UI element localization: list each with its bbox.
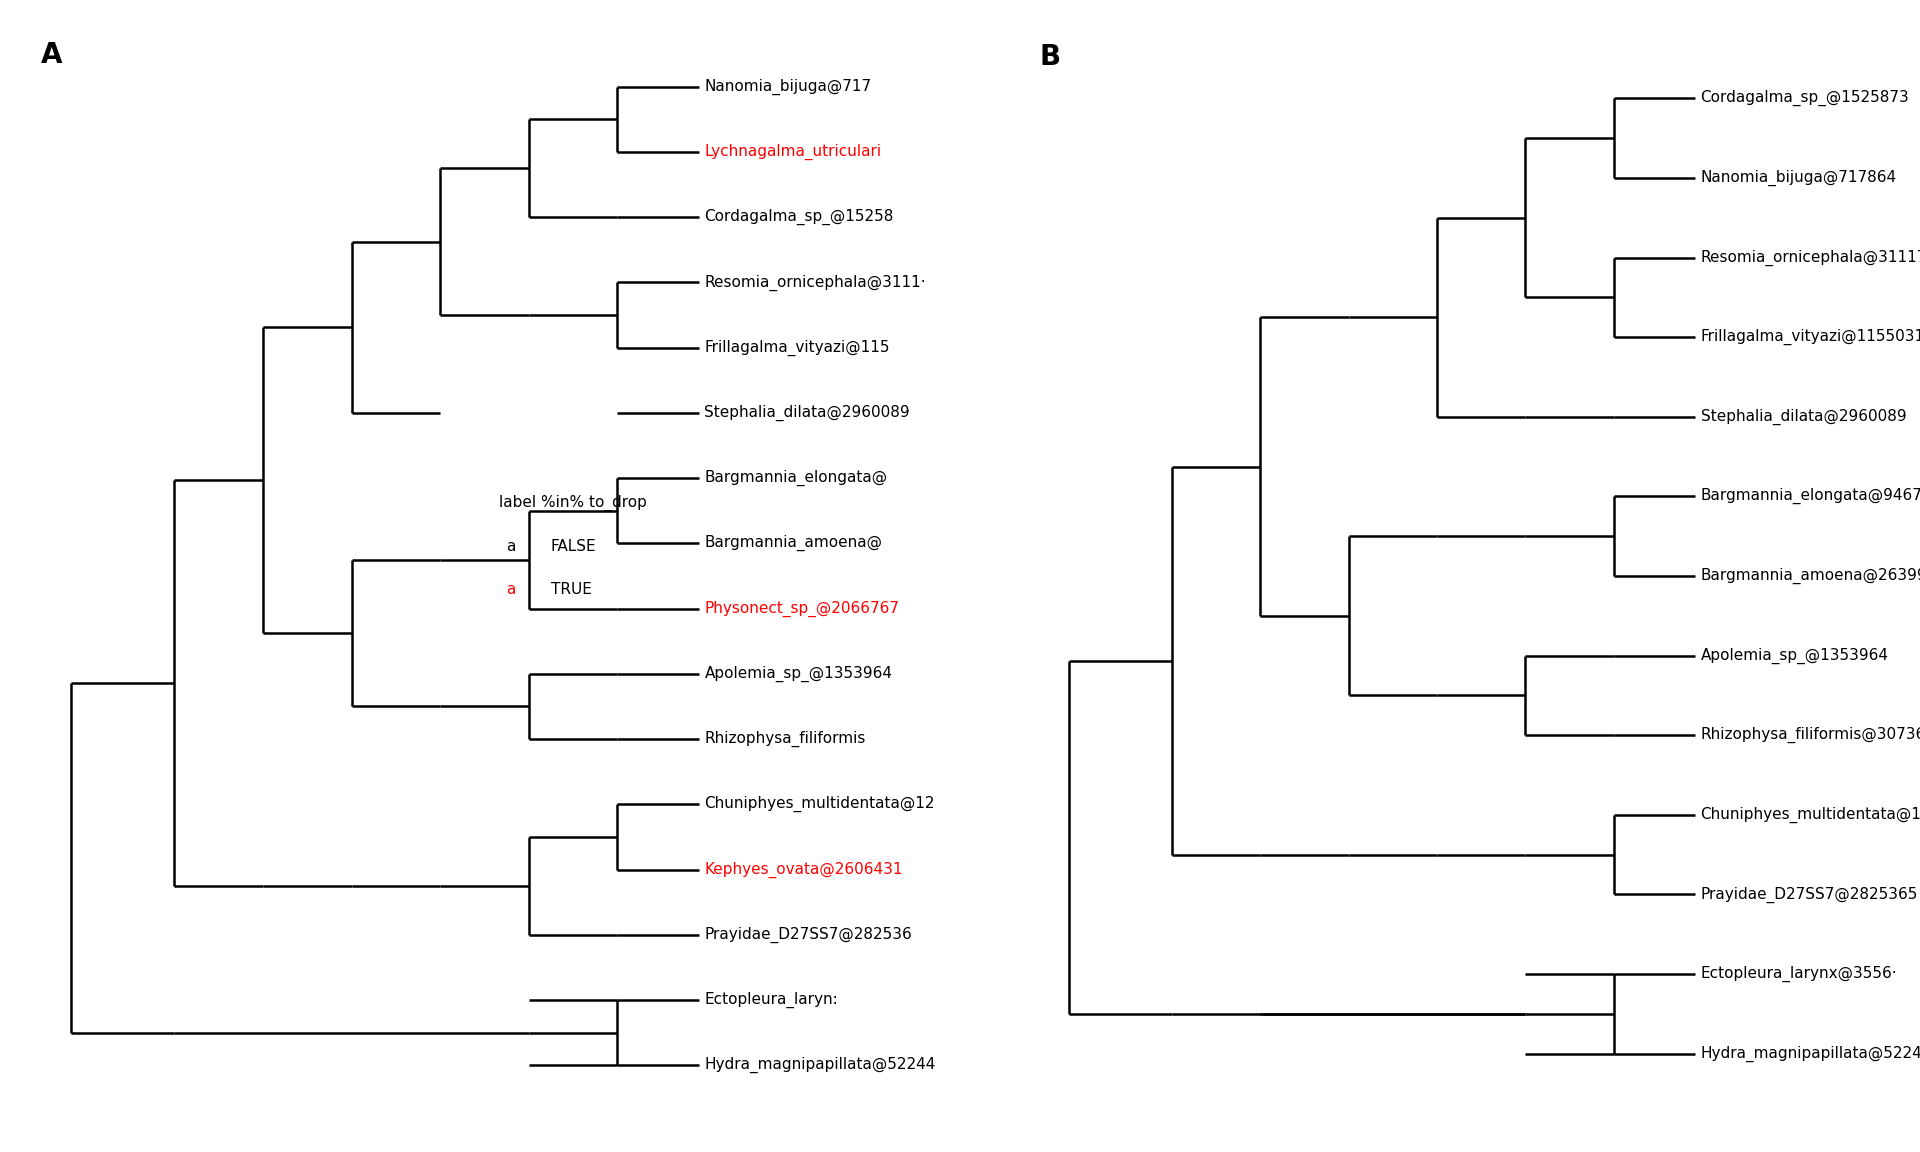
Text: Frillagalma_vityazi@115: Frillagalma_vityazi@115 bbox=[705, 340, 891, 356]
Text: Cordagalma_sp_@1525873: Cordagalma_sp_@1525873 bbox=[1701, 90, 1908, 106]
Text: Ectopleura_laryn:: Ectopleura_laryn: bbox=[705, 992, 839, 1008]
Text: Kephyes_ovata@2606431: Kephyes_ovata@2606431 bbox=[705, 862, 902, 878]
Text: Rhizophysa_filiformis@3073669: Rhizophysa_filiformis@3073669 bbox=[1701, 727, 1920, 743]
Text: Resomia_ornicephala@3111757: Resomia_ornicephala@3111757 bbox=[1701, 249, 1920, 266]
Text: Bargmannia_elongata@: Bargmannia_elongata@ bbox=[705, 470, 887, 486]
Text: Lychnagalma_utriculari: Lychnagalma_utriculari bbox=[705, 144, 881, 160]
Text: Apolemia_sp_@1353964: Apolemia_sp_@1353964 bbox=[1701, 647, 1889, 664]
Text: Chuniphyes_multidentata@1277217: Chuniphyes_multidentata@1277217 bbox=[1701, 806, 1920, 823]
Text: Stephalia_dilata@2960089: Stephalia_dilata@2960089 bbox=[1701, 409, 1907, 425]
Text: Rhizophysa_filiformis: Rhizophysa_filiformis bbox=[705, 732, 866, 748]
Text: Nanomia_bijuga@717: Nanomia_bijuga@717 bbox=[705, 78, 872, 94]
Text: Frillagalma_vityazi@1155031: Frillagalma_vityazi@1155031 bbox=[1701, 329, 1920, 346]
Text: Ectopleura_larynx@3556·: Ectopleura_larynx@3556· bbox=[1701, 967, 1897, 983]
Text: Hydra_magnipapillata@52244: Hydra_magnipapillata@52244 bbox=[705, 1058, 935, 1074]
Text: Apolemia_sp_@1353964: Apolemia_sp_@1353964 bbox=[705, 666, 893, 682]
Text: Bargmannia_elongata@946788: Bargmannia_elongata@946788 bbox=[1701, 488, 1920, 505]
Text: Physonect_sp_@2066767: Physonect_sp_@2066767 bbox=[705, 600, 899, 616]
Text: Bargmannia_amoena@263997: Bargmannia_amoena@263997 bbox=[1701, 568, 1920, 584]
Text: a: a bbox=[507, 582, 516, 597]
Text: Chuniphyes_multidentata@12: Chuniphyes_multidentata@12 bbox=[705, 796, 935, 812]
Text: Hydra_magnipapillata@52244: Hydra_magnipapillata@52244 bbox=[1701, 1046, 1920, 1062]
Text: Resomia_ornicephala@3111·: Resomia_ornicephala@3111· bbox=[705, 274, 925, 290]
Text: Stephalia_dilata@2960089: Stephalia_dilata@2960089 bbox=[705, 404, 910, 420]
Text: label %in% to_drop: label %in% to_drop bbox=[499, 494, 647, 510]
Text: a: a bbox=[507, 539, 516, 554]
Text: Prayidae_D27SS7@2825365: Prayidae_D27SS7@2825365 bbox=[1701, 886, 1918, 903]
Text: A: A bbox=[42, 41, 63, 69]
Text: B: B bbox=[1039, 43, 1062, 70]
Text: Cordagalma_sp_@15258: Cordagalma_sp_@15258 bbox=[705, 210, 895, 226]
Text: Prayidae_D27SS7@282536: Prayidae_D27SS7@282536 bbox=[705, 926, 912, 942]
Text: Bargmannia_amoena@: Bargmannia_amoena@ bbox=[705, 536, 883, 552]
Text: Nanomia_bijuga@717864: Nanomia_bijuga@717864 bbox=[1701, 169, 1897, 185]
Text: FALSE: FALSE bbox=[551, 539, 597, 554]
Text: TRUE: TRUE bbox=[551, 582, 591, 597]
